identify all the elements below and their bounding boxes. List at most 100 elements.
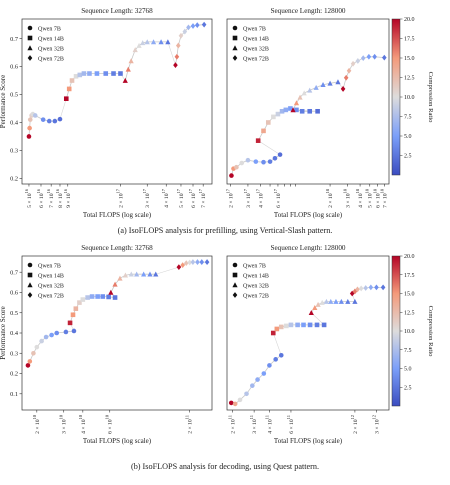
legend-label: Qwen 32B [243, 46, 269, 52]
x-tick-label: 4 × 1017 [255, 188, 264, 208]
data-point [273, 357, 278, 362]
legend: Qwen 7B Qwen 14B Qwen 32B Qwen 72B [232, 25, 269, 62]
data-point [275, 111, 281, 117]
data-point [363, 285, 368, 291]
series-connector [258, 140, 281, 155]
data-point [85, 295, 90, 300]
data-point [288, 322, 294, 328]
data-point [315, 108, 320, 114]
colorbar-tick-label: 17.5 [404, 37, 415, 43]
colorbar-tick-label: 12.5 [404, 310, 415, 316]
data-point [81, 71, 87, 76]
data-point [140, 40, 146, 46]
legend-marker [27, 292, 33, 298]
legend: Qwen 7B Qwen 14B Qwen 32B Qwen 72B [27, 262, 64, 299]
x-tick-label: 7 × 1018 [379, 188, 388, 208]
data-point [350, 60, 356, 67]
x-axis-label: Total FLOPS (log scale) [83, 437, 152, 445]
legend-label: Qwen 32B [38, 46, 64, 52]
data-point [158, 39, 164, 45]
chart-title: Sequence Length: 32768 [81, 7, 153, 15]
x-tick-label: 2 × 1011 [185, 415, 194, 434]
data-point [244, 391, 249, 397]
data-point [299, 108, 305, 114]
legend: Qwen 7B Qwen 14B Qwen 32B Qwen 72B [27, 25, 64, 62]
data-point [323, 298, 330, 304]
data-point [153, 271, 159, 277]
data-point [288, 106, 293, 111]
legend-marker [27, 262, 33, 268]
data-point [321, 322, 327, 328]
data-point [312, 304, 318, 310]
x-tick-label: 6 × 1017 [188, 188, 197, 208]
data-point [234, 164, 239, 170]
data-point [165, 39, 171, 45]
data-point [355, 286, 360, 293]
data-point [25, 363, 31, 368]
data-point [271, 114, 276, 120]
data-point [106, 294, 111, 300]
data-point [345, 298, 351, 304]
data-point [175, 42, 181, 49]
legend-marker [232, 262, 238, 268]
x-tick-label: 4 × 1011 [264, 415, 273, 434]
data-point [295, 322, 300, 328]
x-tick-label: 2 × 1017 [115, 188, 124, 208]
x-axis-label: Total FLOPS (log scale) [274, 437, 343, 445]
legend-label: Qwen 7B [243, 26, 266, 32]
colorbar-gradient [391, 255, 401, 407]
data-point [89, 294, 95, 299]
data-point [117, 275, 123, 281]
colorbar-tick-label: 7.5 [404, 115, 412, 121]
data-point [272, 155, 278, 161]
x-tick-label: 5 × 1018 [365, 188, 374, 208]
data-point [239, 160, 245, 166]
data-point [333, 298, 339, 304]
x-tick-label: 3 × 1018 [343, 188, 352, 208]
data-point [134, 271, 140, 277]
series-line [231, 354, 282, 405]
data-point [328, 298, 334, 304]
data-point [190, 23, 196, 29]
data-point [358, 285, 364, 292]
x-tick-label: 5 × 1017 [176, 188, 185, 208]
data-point [301, 322, 306, 328]
data-point [112, 281, 118, 287]
data-point [87, 71, 92, 76]
legend-marker [232, 272, 238, 278]
data-point [290, 107, 296, 113]
data-point [319, 299, 325, 305]
data-point [39, 338, 44, 344]
plot-frame [226, 255, 390, 411]
data-point [108, 289, 114, 295]
colorbar-tick-label: 5.0 [404, 134, 412, 140]
data-point [229, 173, 234, 178]
data-point [195, 259, 200, 265]
y-tick-label: 0.2 [10, 176, 18, 183]
legend-label: Qwen 72B [243, 293, 269, 299]
data-point [31, 350, 36, 356]
y-tick-label: 0.4 [10, 330, 19, 337]
data-point [314, 322, 320, 328]
data-point [77, 72, 83, 78]
legend-marker [232, 25, 238, 31]
data-point [27, 125, 32, 131]
data-point [54, 330, 60, 336]
data-point [66, 86, 72, 92]
caption-decoding: (b) IsoFLOPS analysis for decoding, usin… [130, 462, 320, 471]
chart-title: Sequence Length: 32768 [81, 244, 153, 252]
data-point [297, 94, 303, 100]
colorbar-label: Compression Ratio [427, 306, 434, 357]
x-tick-label: 8 × 1016 [55, 188, 64, 208]
series-connector [272, 332, 282, 356]
chart-panel-1: Sequence Length: 32768 0.2 0.3 0.4 0.5 0.6 0.7… [0, 7, 213, 219]
colorbar-tick-label: 15.0 [404, 292, 415, 298]
legend-label: Qwen 7B [38, 263, 61, 269]
legend-marker [232, 292, 238, 298]
y-tick-label: 0.5 [10, 92, 18, 99]
data-point [261, 371, 267, 376]
data-point [69, 78, 75, 83]
